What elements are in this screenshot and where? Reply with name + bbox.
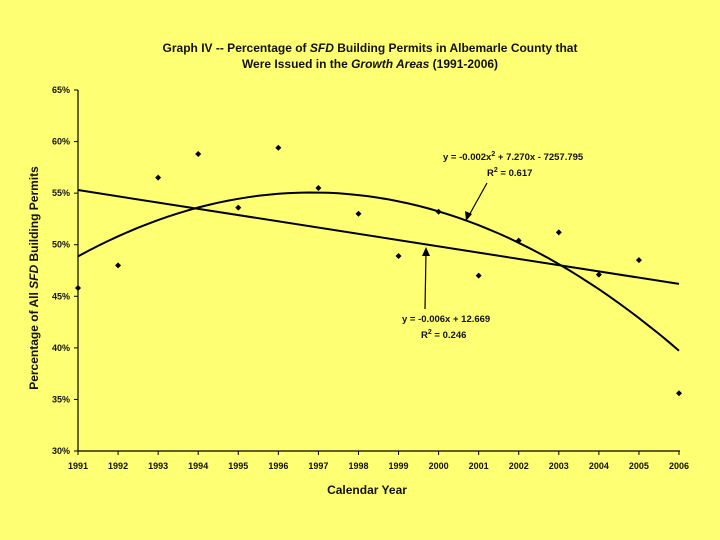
data-point bbox=[595, 271, 602, 278]
x-tick-label: 1994 bbox=[188, 461, 208, 471]
x-tick-label: 2000 bbox=[429, 461, 449, 471]
y-tick-label: 65% bbox=[52, 85, 70, 95]
linear-r2: R2 = 0.246 bbox=[421, 329, 466, 341]
y-tick-label: 60% bbox=[52, 137, 70, 147]
data-point bbox=[315, 184, 322, 191]
chart-title-line1: Graph IV -- Percentage of SFD Building P… bbox=[163, 41, 578, 55]
data-point bbox=[355, 210, 362, 217]
data-point bbox=[155, 174, 162, 181]
y-tick-label: 55% bbox=[52, 188, 70, 198]
x-tick-label: 1999 bbox=[389, 461, 409, 471]
x-tick-label: 1993 bbox=[148, 461, 168, 471]
data-point bbox=[475, 272, 482, 279]
x-ticks: 1991 1992 1993 1994 1995 1996 1997 1998 1999 2000… bbox=[68, 451, 689, 471]
data-point bbox=[555, 229, 562, 236]
data-point bbox=[115, 262, 122, 269]
data-point bbox=[275, 144, 282, 151]
poly-equation: y = -0.002x2 + 7.270x - 7257.795 bbox=[443, 151, 584, 163]
data-point bbox=[676, 390, 682, 397]
data-point bbox=[75, 285, 81, 292]
data-point bbox=[235, 204, 242, 211]
x-tick-label: 2006 bbox=[669, 461, 689, 471]
poly-pointer-line bbox=[466, 182, 488, 220]
linear-annotation: y = -0.006x + 12.669 R2 = 0.246 bbox=[402, 247, 490, 341]
linear-pointer-line bbox=[424, 251, 427, 310]
x-tick-label: 2002 bbox=[509, 461, 529, 471]
x-tick-label: 2003 bbox=[549, 461, 569, 471]
x-tick-label: 1991 bbox=[68, 461, 88, 471]
x-tick-label: 1997 bbox=[308, 461, 328, 471]
y-tick-label: 30% bbox=[52, 446, 70, 456]
data-point bbox=[435, 208, 442, 215]
y-axis-label: Percentage of All SFD Building Permits bbox=[27, 166, 41, 390]
trendlines bbox=[77, 189, 680, 352]
poly-r2: R2 = 0.617 bbox=[487, 167, 532, 179]
linear-equation: y = -0.006x + 12.669 bbox=[402, 314, 490, 325]
y-ticks: 30% 35% 40% 45% 50% 55% 60% 65% bbox=[52, 85, 78, 456]
linear-trendline bbox=[77, 189, 680, 285]
x-tick-label: 1998 bbox=[348, 461, 368, 471]
linear-pointer-arrowhead bbox=[422, 247, 430, 256]
data-point bbox=[635, 257, 642, 264]
polynomial-trendline bbox=[77, 191, 680, 352]
data-point bbox=[195, 150, 202, 157]
x-tick-label: 2004 bbox=[589, 461, 609, 471]
y-tick-label: 40% bbox=[52, 343, 70, 353]
chart-title-line2: Were Issued in the Growth Areas (1991-20… bbox=[242, 57, 498, 71]
y-tick-label: 45% bbox=[52, 291, 70, 301]
poly-pointer-arrowhead bbox=[465, 211, 472, 221]
y-tick-label: 35% bbox=[52, 394, 70, 404]
x-tick-label: 1995 bbox=[228, 461, 248, 471]
data-points bbox=[75, 144, 682, 397]
x-tick-label: 2005 bbox=[629, 461, 649, 471]
x-tick-label: 1992 bbox=[108, 461, 128, 471]
data-point bbox=[515, 237, 522, 244]
poly-annotation: y = -0.002x2 + 7.270x - 7257.795 R2 = 0.… bbox=[443, 151, 584, 221]
y-tick-label: 50% bbox=[52, 240, 70, 250]
x-tick-label: 2001 bbox=[469, 461, 489, 471]
x-axis-label: Calendar Year bbox=[327, 483, 407, 497]
x-tick-label: 1996 bbox=[268, 461, 288, 471]
data-point bbox=[395, 253, 402, 260]
